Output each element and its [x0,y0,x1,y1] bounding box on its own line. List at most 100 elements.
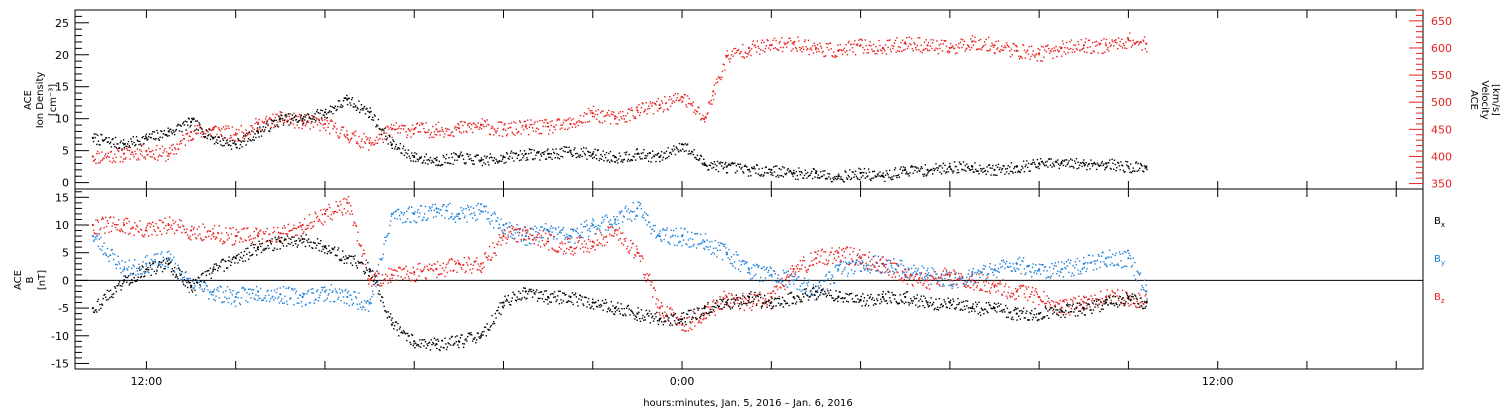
bz-series-point [146,225,147,226]
density-series-point [1062,160,1063,161]
bz-series-point [153,226,154,227]
by-series-point [716,256,717,257]
by-series-point [1000,267,1001,268]
by-series-point [676,228,677,229]
density-series-point [840,178,841,179]
density-series-point [573,155,574,156]
bz-series-point [241,229,242,230]
velocity-series-point [865,39,866,40]
bz-series-point [658,300,659,301]
by-series-point [344,290,345,291]
bz-series-point [407,270,408,271]
by-series-point [580,235,581,236]
bz-series-point [537,234,538,235]
density-series-point [462,155,463,156]
velocity-series-point [447,128,448,129]
density-series-point [1104,169,1105,170]
density-series-point [245,144,246,145]
by-series-point [255,294,256,295]
bz-series-point [222,243,223,244]
by-series-point [281,298,282,299]
density-series-point [306,114,307,115]
velocity-series-point [224,129,225,130]
by-series-point [469,209,470,210]
density-series-point [969,168,970,169]
bz-series-point [350,205,351,206]
density-series-point [579,156,580,157]
velocity-series-point [624,121,625,122]
density-series-point [99,144,100,145]
density-series-point [1002,168,1003,169]
by-series-point [110,254,111,255]
by-series-point [616,216,617,217]
density-series-point [1077,168,1078,169]
density-series-point [996,175,997,176]
density-series-point [678,151,679,152]
density-series-point [415,161,416,162]
density-series-point [887,173,888,174]
velocity-series-point [716,78,717,79]
velocity-series-point [443,131,444,132]
velocity-series-point [378,139,379,140]
density-series-point [1011,162,1012,163]
by-series-marker [681,235,683,237]
density-series-point [554,153,555,154]
bz-series-point [623,244,624,245]
by-series-point [1053,268,1054,269]
bz-series-point [422,270,423,271]
density-series-point [171,131,172,132]
bz-series-point [603,236,604,237]
by-series-point [973,283,974,284]
velocity-series-point [795,47,796,48]
density-series-point [482,159,483,160]
velocity-series-point [1098,52,1099,53]
by-series-point [249,293,250,294]
by-series-point [194,285,195,286]
bz-series-point [263,231,264,232]
density-series-point [1134,171,1135,172]
by-series-point [381,259,382,260]
by-series-marker [837,268,839,270]
density-series-point [487,156,488,157]
velocity-series-point [1013,43,1014,44]
velocity-series-point [549,130,550,131]
bz-series-point [708,307,709,308]
by-series-point [891,267,892,268]
by-series-point [741,261,742,262]
density-series-point [664,153,665,154]
velocity-series-point [198,125,199,126]
by-series-point [757,264,758,265]
density-series-point [219,137,220,138]
by-series-point [956,272,957,273]
velocity-series-point [474,127,475,128]
by-series-point [680,241,681,242]
velocity-series-point [675,93,676,94]
velocity-series-marker [324,123,326,125]
by-series-point [911,268,912,269]
velocity-series-point [742,44,743,45]
density-series-point [1052,163,1053,164]
velocity-series-point [759,54,760,55]
bz-series-point [228,234,229,235]
density-series-point [711,168,712,169]
density-series-point [540,154,541,155]
by-series-point [1099,267,1100,268]
velocity-series-point [960,38,961,39]
density-series-point [804,175,805,176]
velocity-series-point [316,118,317,119]
bz-series-point [500,244,501,245]
velocity-series-point [129,158,130,159]
bz-series-point [643,274,644,275]
bz-series-point [129,233,130,234]
by-series-point [997,271,998,272]
by-series-point [286,301,287,302]
by-series-point [814,299,815,300]
density-series-point [435,158,436,159]
bz-series-point [319,219,320,220]
bz-series-point [689,328,690,329]
density-series-point [1042,161,1043,162]
velocity-series-point [852,47,853,48]
density-series-point [319,113,320,114]
velocity-series-point [744,57,745,58]
velocity-series-point [745,53,746,54]
